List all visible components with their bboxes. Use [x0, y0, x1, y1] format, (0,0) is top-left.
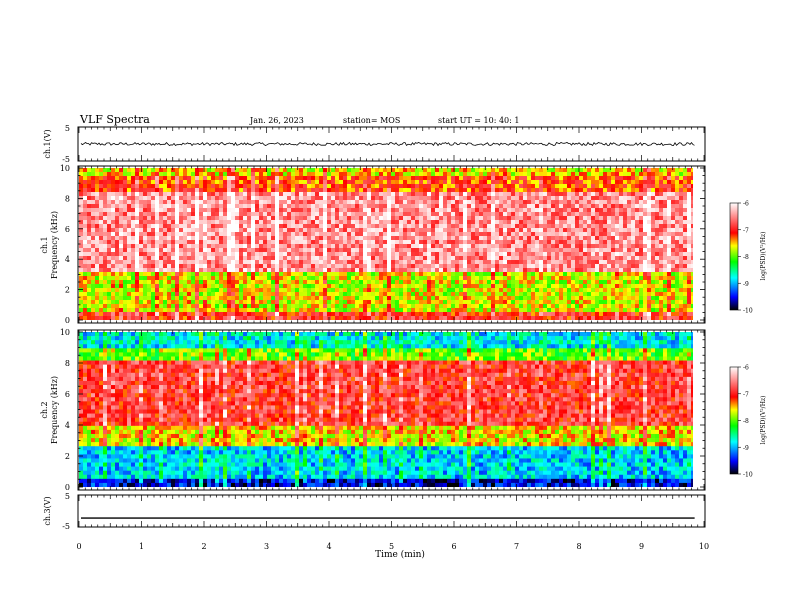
ch1-spectrogram-ytick-2: 2	[65, 286, 70, 295]
x-tick-label-5: 5	[389, 542, 394, 551]
ch3-ytick-top: 5	[65, 492, 70, 501]
ch2-spectrogram-ytick-4: 4	[65, 421, 70, 430]
ch2-colorbar-tick--10: -10	[743, 472, 753, 479]
x-tick-label-0: 0	[76, 542, 81, 551]
ch1-colorbar-tick--8: -8	[743, 254, 749, 261]
ch1-spectrogram-ytick-4: 4	[65, 255, 70, 264]
ch2-spectrogram-ytick-8: 8	[65, 359, 70, 368]
x-tick-label-8: 8	[576, 542, 581, 551]
ch1-colorbar-tick--7: -7	[743, 227, 749, 234]
start-time-label: start UT = 10: 40: 1	[438, 116, 519, 125]
ch1-colorbar-tick--9: -9	[743, 281, 749, 288]
ch1-colorbar-tick--6: -6	[743, 201, 749, 208]
ch1-spectrogram-panel: 0 2 4 6 8 10 ch.1 Frequency (kHz)	[40, 164, 706, 325]
ch2-colorbar-tick--9: -9	[743, 445, 749, 452]
ch1-spectrogram-ytick-10: 10	[60, 164, 70, 173]
ch2-colorbar-tick--6: -6	[743, 365, 749, 372]
ch2-spectrogram-ylabel-line1: ch.2	[40, 401, 49, 418]
ch1-spectrogram-ytick-0: 0	[65, 316, 70, 325]
ch1-spectrogram-ylabel-line2: Frequency (kHz)	[50, 211, 59, 279]
ch1-spectrogram-ylabel-line1: ch.1	[40, 236, 49, 253]
ch2-colorbar-scale	[729, 366, 739, 475]
ch1-colorbar-label: log(PSD)(V²/Hz)	[760, 232, 767, 281]
ch1-ytick-bottom: -5	[62, 155, 70, 164]
x-tick-label-2: 2	[201, 542, 206, 551]
ch2-spectrogram-panel: 0 2 4 6 8 10 ch.2 Frequency (kHz)	[40, 328, 706, 492]
x-tick-label-4: 4	[326, 542, 331, 551]
x-tick-label-10: 10	[699, 542, 709, 551]
ch2-spectrogram-ytick-10: 10	[60, 328, 70, 337]
date-label: Jan. 26, 2023	[249, 116, 304, 125]
ch2-spectrogram-ytick-6: 6	[65, 390, 70, 399]
x-axis-label: Time (min)	[375, 549, 425, 560]
figure-title: VLF Spectra	[79, 113, 150, 126]
ch1-waveform-ylabel: ch.1(V)	[43, 129, 52, 158]
ch2-colorbar-tick--7: -7	[743, 391, 749, 398]
ch2-spectrogram-ytick-2: 2	[65, 452, 70, 461]
x-tick-label-9: 9	[639, 542, 644, 551]
station-label: station= MOS	[343, 116, 400, 125]
x-tick-label-3: 3	[264, 542, 269, 551]
ch2-spectrogram-ylabel-line2: Frequency (kHz)	[50, 376, 59, 444]
ch1-waveform-panel: 5 -5 ch.1(V)	[43, 124, 706, 164]
ch1-spectrogram-ytick-6: 6	[65, 225, 70, 234]
ch2-colorbar-tick--8: -8	[743, 418, 749, 425]
ch1-ytick-top: 5	[65, 124, 70, 133]
x-tick-label-7: 7	[514, 542, 519, 551]
ch3-waveform-ylabel: ch.3(V)	[43, 496, 52, 525]
ch1-colorbar: -6 -7 -8 -9 -10 log(PSD)(V²/Hz)	[729, 201, 767, 315]
ch1-colorbar-tick--10: -10	[743, 308, 753, 315]
ch2-spectrogram-image	[79, 332, 693, 487]
ch2-colorbar: -6 -7 -8 -9 -10 log(PSD)(V²/Hz)	[729, 365, 767, 479]
ch2-colorbar-label: log(PSD)(V²/Hz)	[760, 396, 767, 445]
ch2-spectrogram-ytick-0: 0	[65, 483, 70, 492]
ch1-waveform-trace	[80, 141, 695, 147]
ch1-colorbar-scale	[729, 202, 739, 311]
x-tick-label-6: 6	[451, 542, 456, 551]
ch3-waveform-panel: 5 -5 ch.3(V)	[43, 492, 706, 531]
ch1-spectrogram-image	[79, 168, 693, 320]
x-tick-label-1: 1	[139, 542, 144, 551]
ch3-ytick-bottom: -5	[62, 522, 70, 531]
ch1-spectrogram-ytick-8: 8	[65, 194, 70, 203]
